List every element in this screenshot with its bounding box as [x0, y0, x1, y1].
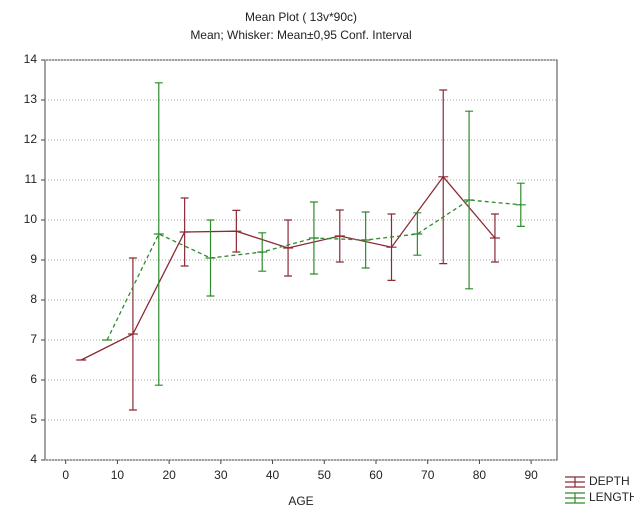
error-bar [308, 201, 319, 275]
x-tick-label: 40 [266, 468, 280, 482]
error-bar [205, 219, 216, 297]
x-tick-label: 30 [214, 468, 228, 482]
x-tick-label: 60 [369, 468, 383, 482]
x-tick-label: 70 [421, 468, 435, 482]
y-tick-label: 11 [25, 172, 38, 186]
legend-swatch [565, 476, 585, 488]
chart-subtitle: Mean; Whisker: Mean±0,95 Conf. Interval [190, 28, 411, 42]
y-tick-label: 13 [24, 92, 38, 106]
y-tick-label: 6 [30, 372, 37, 386]
error-bar [153, 82, 164, 386]
y-tick-label: 12 [24, 132, 38, 146]
error-bar [360, 211, 371, 269]
y-tick-label: 5 [30, 412, 37, 426]
x-tick-label: 50 [318, 468, 332, 482]
x-tick-label: 80 [473, 468, 487, 482]
error-bar [386, 213, 397, 281]
x-axis-label: AGE [288, 494, 313, 508]
x-tick-label: 90 [524, 468, 538, 482]
y-tick-label: 7 [30, 332, 37, 346]
error-bar [489, 213, 500, 263]
error-bar [515, 182, 526, 227]
y-tick-label: 8 [30, 292, 37, 306]
error-bar [438, 89, 449, 265]
error-bar [257, 232, 268, 272]
error-bar [464, 110, 475, 290]
legend-label: DEPTH [589, 474, 630, 488]
error-bar [127, 257, 138, 411]
y-tick-label: 4 [30, 452, 37, 466]
error-bar [231, 209, 242, 253]
x-tick-label: 0 [62, 468, 69, 482]
y-tick-label: 10 [24, 212, 38, 226]
error-bar [283, 219, 294, 277]
legend-swatch [565, 492, 585, 504]
legend-label: LENGTH [589, 490, 634, 504]
x-tick-label: 10 [111, 468, 125, 482]
error-bar [179, 197, 190, 267]
x-tick-label: 20 [162, 468, 176, 482]
y-tick-label: 14 [24, 52, 38, 66]
y-tick-label: 9 [30, 252, 37, 266]
error-bar [334, 209, 345, 263]
error-bar [412, 212, 423, 256]
chart-title: Mean Plot ( 13v*90c) [245, 10, 357, 24]
